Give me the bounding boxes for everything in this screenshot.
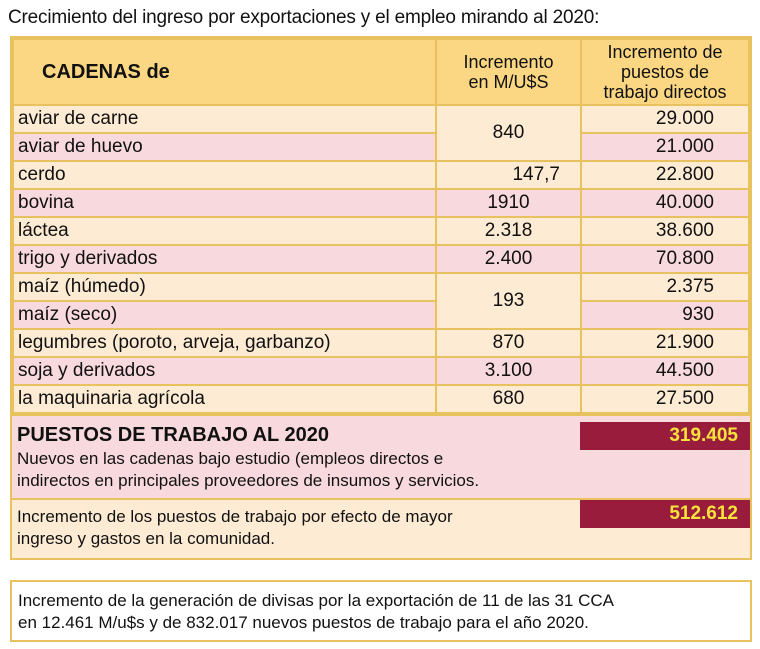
header-cadenas: CADENAS de [12, 38, 437, 106]
ingreso-cell: 680 [435, 384, 582, 414]
page-title: Crecimiento del ingreso por exportacione… [8, 7, 600, 28]
ingreso-cell: 870 [435, 328, 582, 358]
data-table: CADENAS de Incremento en M/U$S Incremento… [10, 36, 752, 560]
summary-description: Nuevos en las cadenas bajo estudio (empl… [17, 449, 480, 490]
footer-note: Incremento de la generación de divisas p… [10, 580, 752, 642]
puestos-cell: 40.000 [580, 188, 750, 218]
cadena-cell: soja y derivados [12, 356, 437, 386]
summary-description: Incremento de los puestos de trabajo por… [17, 507, 453, 548]
ingreso-cell: 2.400 [435, 244, 582, 274]
cadena-cell: aviar de huevo [12, 132, 437, 162]
cadena-cell: maíz (seco) [12, 300, 437, 330]
cadena-cell: legumbres (poroto, arveja, garbanzo) [12, 328, 437, 358]
table-row: soja y derivados 3.100 44.500 [12, 356, 750, 386]
table-row: láctea 2.318 38.600 [12, 216, 750, 246]
ingreso-cell: 147,7 [435, 160, 582, 190]
summary-heading: PUESTOS DE TRABAJO AL 2020 [17, 424, 329, 446]
header-ingreso: Incremento en M/U$S [435, 38, 582, 106]
puestos-cell: 70.800 [580, 244, 750, 274]
cadena-cell: aviar de carne [12, 104, 437, 134]
puestos-cell: 27.500 [580, 384, 750, 414]
ingreso-cell: 2.318 [435, 216, 582, 246]
summary-incremento: Incremento de los puestos de trabajo por… [12, 498, 750, 558]
cadena-cell: cerdo [12, 160, 437, 190]
puestos-cell: 21.000 [580, 132, 750, 162]
puestos-cell: 2.375 [580, 272, 750, 302]
summary-value: 512.612 [580, 500, 750, 528]
table-row: trigo y derivados 2.400 70.800 [12, 244, 750, 274]
ingreso-cell: 193 [435, 272, 582, 330]
table-row: aviar de carne 840 29.000 [12, 104, 750, 162]
table-row: aviar de huevo 21.000 [12, 132, 750, 162]
ingreso-cell: 3.100 [435, 356, 582, 386]
cadena-cell: maíz (húmedo) [12, 272, 437, 302]
cadena-cell: láctea [12, 216, 437, 246]
cadena-cell: la maquinaria agrícola [12, 384, 437, 414]
table-header: CADENAS de Incremento en M/U$S Incremento… [12, 38, 750, 106]
puestos-cell: 29.000 [580, 104, 750, 134]
puestos-cell: 930 [580, 300, 750, 330]
puestos-cell: 21.900 [580, 328, 750, 358]
cadena-cell: trigo y derivados [12, 244, 437, 274]
table-row: maíz (seco) 930 [12, 300, 750, 330]
table-row: legumbres (poroto, arveja, garbanzo) 870… [12, 328, 750, 358]
puestos-cell: 44.500 [580, 356, 750, 386]
table-row: la maquinaria agrícola 680 27.500 [12, 384, 750, 414]
header-puestos: Incremento de puestos de trabajo directos [580, 38, 750, 106]
table-row: bovina 1910 40.000 [12, 188, 750, 218]
puestos-cell: 22.800 [580, 160, 750, 190]
table-row: maíz (húmedo) 193 2.375 [12, 272, 750, 330]
ingreso-cell: 1910 [435, 188, 582, 218]
table-row: cerdo 147,7 22.800 [12, 160, 750, 190]
summary-puestos-2020: PUESTOS DE TRABAJO AL 2020 Nuevos en las… [12, 414, 750, 498]
ingreso-cell: 840 [435, 104, 582, 162]
cadena-cell: bovina [12, 188, 437, 218]
puestos-cell: 38.600 [580, 216, 750, 246]
summary-value: 319.405 [580, 422, 750, 450]
